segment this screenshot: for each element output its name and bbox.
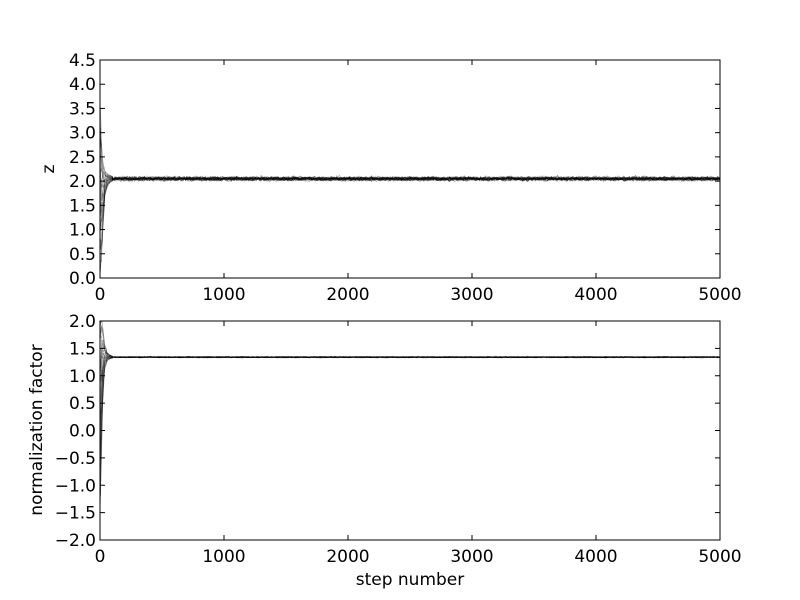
z-walker-trace — [100, 175, 720, 275]
normalization-x-tick-label: 1000 — [202, 547, 245, 567]
normalization-walker-traces — [100, 321, 720, 514]
z-walker-trace — [100, 154, 720, 183]
normalization-walker-trace — [100, 355, 720, 424]
z-walker-traces — [100, 107, 720, 275]
z-y-tick-label: 1.5 — [69, 196, 96, 216]
z-x-tick-label: 1000 — [202, 285, 245, 305]
normalization-walker-trace — [100, 355, 720, 496]
normalization-x-tick-label: 0 — [95, 547, 106, 567]
z-walker-trace — [100, 176, 720, 204]
z-walker-trace — [100, 175, 720, 262]
z-axes-frame — [99, 59, 721, 279]
z-walker-trace — [100, 175, 720, 222]
z-walker-trace — [100, 138, 720, 183]
z-trace-panel: 0 1000 2000 3000 4000 5000 0.0 0.5 1.0 1.5 2.0 2.5 3… — [39, 51, 742, 305]
z-x-tick-label: 2000 — [326, 285, 369, 305]
normalization-walker-trace — [100, 355, 720, 454]
normalization-walker-trace — [100, 321, 720, 359]
z-y-tick-label: 3.5 — [69, 99, 96, 119]
z-walker-trace — [100, 175, 720, 202]
normalization-walker-trace — [100, 355, 720, 425]
z-walker-trace — [100, 127, 720, 183]
normalization-walker-trace — [100, 329, 720, 359]
normalization-walker-trace — [100, 355, 720, 498]
z-walker-trace — [100, 175, 720, 270]
z-walker-trace — [100, 175, 720, 214]
normalization-y-tick-label: 1.5 — [69, 339, 96, 359]
z-walker-trace — [100, 153, 720, 183]
z-y-tick-label: 4.5 — [69, 51, 96, 71]
normalization-y-tick-label: 1.0 — [69, 367, 96, 387]
normalization-y-tick-label: −1.5 — [55, 504, 96, 524]
z-walker-trace — [100, 175, 720, 231]
z-y-tick-label: 4.0 — [69, 75, 96, 95]
normalization-x-tick-label: 3000 — [450, 547, 493, 567]
normalization-walker-trace — [100, 346, 720, 375]
normalization-walker-trace — [100, 355, 720, 460]
normalization-walker-trace — [100, 355, 720, 459]
z-y-tick-label: 3.0 — [69, 124, 96, 144]
normalization-walker-trace — [100, 349, 720, 390]
normalization-walker-trace — [100, 352, 720, 401]
normalization-y-tick-label: 0.5 — [69, 394, 96, 414]
z-axis-ticks: 0 1000 2000 3000 4000 5000 0.0 0.5 1.0 1.5 2.0 2.5 3… — [69, 51, 742, 305]
z-walker-trace — [100, 116, 720, 182]
z-walker-trace — [100, 175, 720, 243]
z-y-tick-label: 0.0 — [69, 269, 96, 289]
z-walker-trace — [100, 175, 720, 189]
z-x-tick-label: 5000 — [698, 285, 741, 305]
normalization-walker-trace — [100, 355, 720, 436]
normalization-y-tick-label: −2.0 — [55, 531, 96, 551]
normalization-walker-trace — [100, 355, 720, 482]
z-walker-trace — [100, 175, 720, 217]
z-y-tick-label: 0.5 — [69, 245, 96, 265]
z-y-tick-label: 1.0 — [69, 221, 96, 241]
z-walker-trace — [100, 168, 720, 188]
normalization-y-tick-label: −0.5 — [55, 449, 96, 469]
normalization-axis-ylabel: normalization factor — [27, 344, 47, 515]
normalization-axis-ticks: 0 1000 2000 3000 4000 5000 −2.0 −1.5 −1.0 −0.5 0.0… — [55, 312, 742, 567]
normalization-x-tick-label: 2000 — [326, 547, 369, 567]
normalization-y-tick-label: 2.0 — [69, 312, 96, 332]
normalization-walker-trace — [100, 350, 720, 393]
normalization-y-tick-label: 0.0 — [69, 422, 96, 442]
normalization-walker-trace — [100, 355, 720, 440]
z-y-tick-label: 2.0 — [69, 172, 96, 192]
z-walker-trace — [100, 175, 720, 250]
normalization-walker-trace — [100, 355, 720, 502]
z-walker-trace — [100, 175, 720, 227]
normalization-walker-trace — [100, 325, 720, 359]
z-y-tick-label: 2.5 — [69, 148, 96, 168]
normalization-walker-trace — [100, 354, 720, 404]
normalization-walker-trace — [100, 321, 720, 359]
step-number-xlabel: step number — [356, 570, 465, 590]
z-x-tick-label: 3000 — [450, 285, 493, 305]
z-x-tick-label: 0 — [95, 285, 106, 305]
normalization-x-tick-label: 5000 — [698, 547, 741, 567]
z-x-tick-label: 4000 — [574, 285, 617, 305]
z-walker-trace — [100, 175, 720, 252]
normalization-walker-trace — [100, 342, 720, 374]
z-walker-trace — [100, 142, 720, 184]
normalization-walker-trace — [100, 355, 720, 514]
z-axis-ylabel: z — [39, 164, 59, 173]
normalization-trace-panel: 0 1000 2000 3000 4000 5000 −2.0 −1.5 −1.0 −0.5 0.0… — [27, 312, 742, 590]
normalization-y-tick-label: −1.0 — [55, 476, 96, 496]
normalization-walker-trace — [100, 355, 720, 472]
normalization-walker-trace — [100, 340, 720, 368]
z-walker-trace — [100, 174, 720, 234]
z-walker-trace — [100, 107, 720, 183]
normalization-x-tick-label: 4000 — [574, 547, 617, 567]
z-walker-trace — [100, 109, 720, 183]
